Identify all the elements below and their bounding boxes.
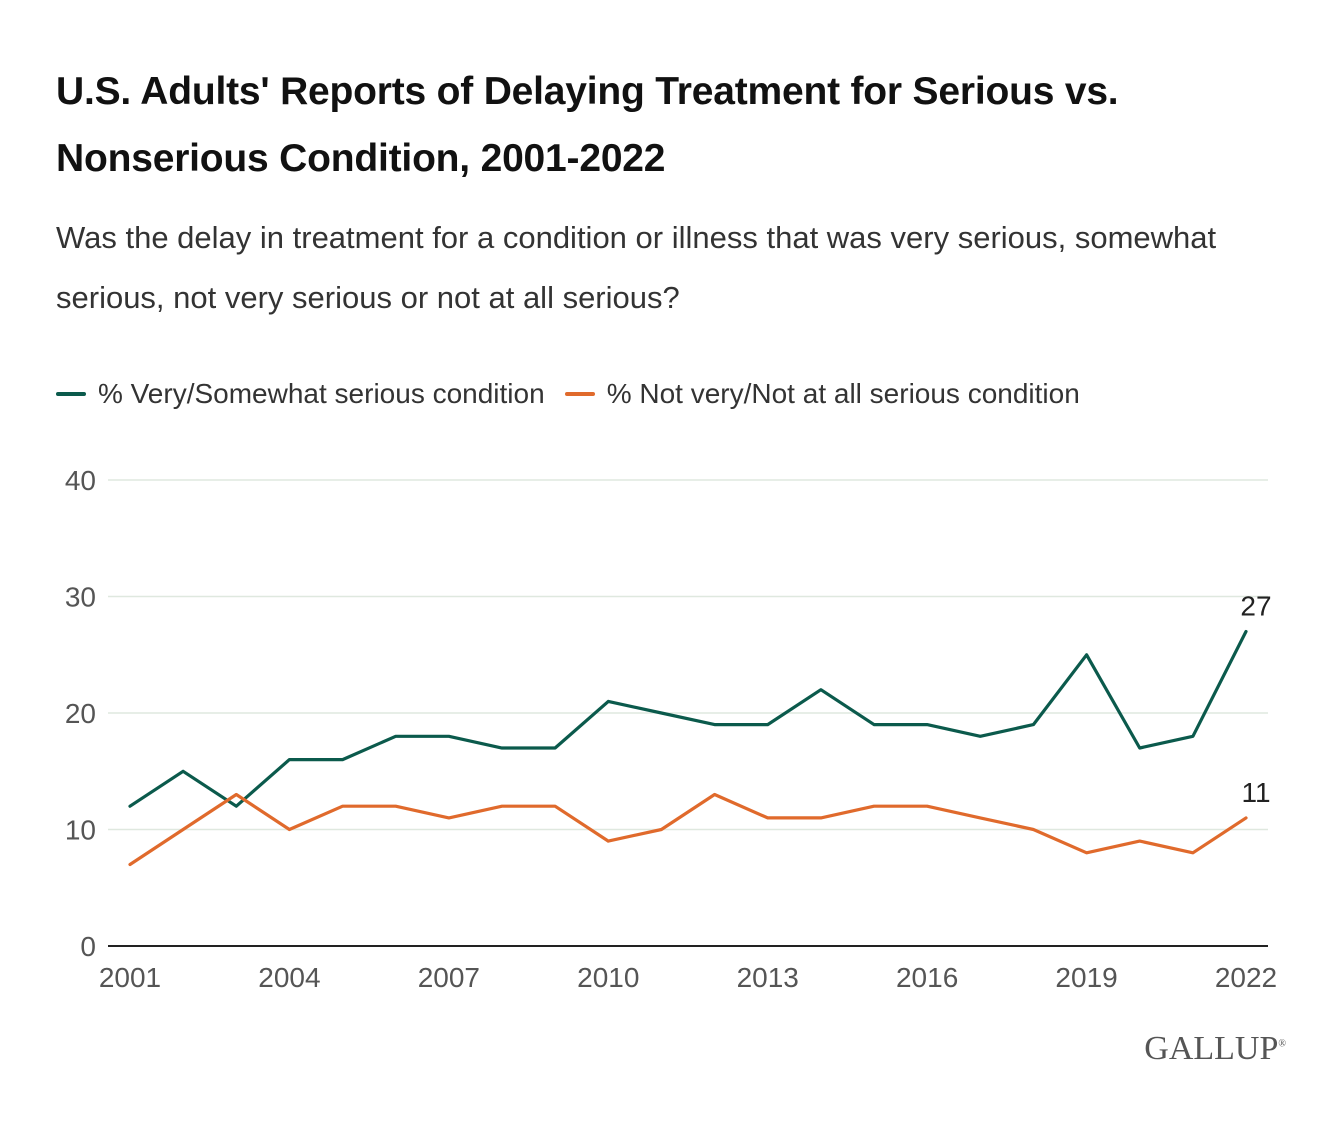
logo-text: GALLUP — [1144, 1030, 1279, 1067]
legend-label-nonserious: % Not very/Not at all serious condition — [606, 378, 1080, 409]
series-line-1 — [128, 792, 1248, 867]
x-tick-label-2004: 2004 — [258, 962, 320, 993]
y-tick-label-0: 0 — [80, 931, 96, 962]
legend-label-serious: % Very/Somewhat serious condition — [98, 378, 545, 409]
series-line-0 — [128, 629, 1248, 808]
chart-title: U.S. Adults' Reports of Delaying Treatme… — [56, 70, 1119, 180]
x-tick-label-2007: 2007 — [418, 962, 480, 993]
x-tick-label-2019: 2019 — [1055, 962, 1117, 993]
x-tick-label-2022: 2022 — [1215, 962, 1277, 993]
x-tick-label-2016: 2016 — [896, 962, 958, 993]
data-label-series-1: 11 — [1241, 777, 1270, 808]
x-tick-label-2013: 2013 — [737, 962, 799, 993]
y-tick-label-40: 40 — [65, 465, 96, 496]
legend-swatch-serious — [56, 392, 86, 396]
data-label-series-0: 27 — [1240, 590, 1271, 621]
x-tick-label-2010: 2010 — [577, 962, 639, 993]
legend-item-serious: % Very/Somewhat serious condition — [56, 378, 545, 410]
y-tick-label-10: 10 — [65, 815, 96, 846]
legend: % Very/Somewhat serious condition % Not … — [56, 372, 1100, 416]
gallup-logo: GALLUP® — [1144, 1030, 1286, 1067]
legend-item-nonserious: % Not very/Not at all serious condition — [564, 378, 1080, 410]
legend-swatch-nonserious — [564, 392, 595, 396]
y-tick-label-30: 30 — [65, 582, 96, 613]
y-tick-label-20: 20 — [65, 698, 96, 729]
x-tick-label-2001: 2001 — [99, 962, 161, 993]
chart-subtitle: Was the delay in treatment for a conditi… — [56, 220, 1217, 315]
